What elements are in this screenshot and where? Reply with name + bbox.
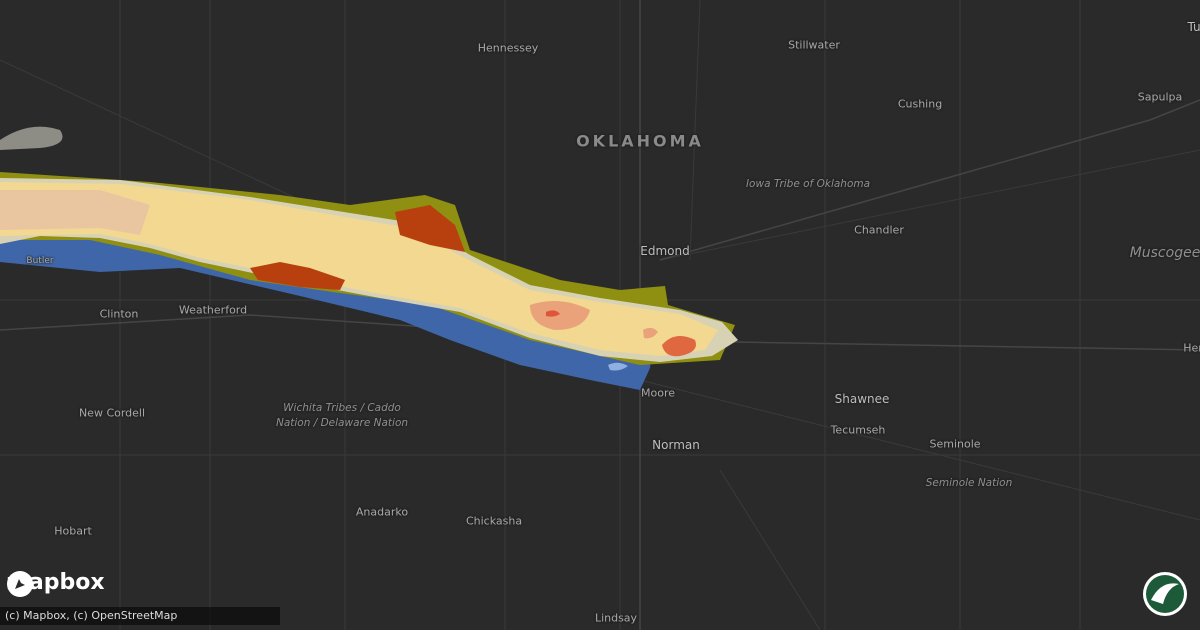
tribal-area-label: Seminole Nation — [925, 477, 1013, 489]
place-label: Edmond — [640, 244, 690, 258]
place-label: Clinton — [99, 307, 139, 321]
swath-lightblue — [608, 362, 628, 371]
mapbox-logo[interactable]: mapbox — [6, 570, 105, 597]
place-label: Weatherford — [178, 303, 248, 317]
tribal-area-label: Muscogee — [1129, 245, 1200, 261]
swath-red — [546, 310, 560, 317]
place-label: Hennessey — [477, 41, 539, 55]
swath-orange — [250, 262, 345, 290]
place-label: Norman — [652, 438, 700, 452]
swath-blue — [0, 232, 652, 390]
tribal-area-label: Wichita Tribes / Caddo — [283, 402, 401, 414]
swath-gray — [0, 126, 63, 150]
place-label: Her — [1183, 341, 1200, 355]
tribal-area-label: Nation / Delaware Nation — [275, 417, 409, 429]
place-label: Chandler — [854, 223, 904, 237]
place-label: Tecumseh — [830, 423, 886, 437]
place-label: Seminole — [929, 437, 981, 451]
swath-salmon — [530, 301, 590, 330]
tribal-area-label: Iowa Tribe of Oklahoma — [745, 178, 871, 190]
swath-orange — [395, 205, 465, 252]
swath-red — [662, 336, 696, 357]
place-label: Lindsay — [594, 611, 638, 625]
place-label: Anadarko — [355, 505, 409, 519]
place-label: Tu — [1187, 20, 1200, 34]
swath-peach — [0, 190, 150, 235]
place-label: New Cordell — [78, 406, 146, 420]
corner-badge — [1143, 572, 1187, 616]
place-label: Moore — [641, 386, 675, 400]
place-label: Chickasha — [465, 514, 523, 528]
swath-salmon — [643, 327, 658, 339]
place-label: Butler — [26, 256, 54, 266]
place-label: Stillwater — [788, 38, 840, 52]
logo-icon — [7, 571, 33, 597]
place-label: Cushing — [897, 97, 943, 111]
place-label: Shawnee — [834, 392, 890, 406]
state-label: OKLAHOMA — [576, 131, 704, 151]
place-label: Sapulpa — [1137, 90, 1183, 104]
hail-swath — [0, 126, 738, 390]
attribution[interactable]: (c) Mapbox, (c) OpenStreetMap — [0, 607, 280, 625]
place-label: Hobart — [54, 524, 92, 538]
